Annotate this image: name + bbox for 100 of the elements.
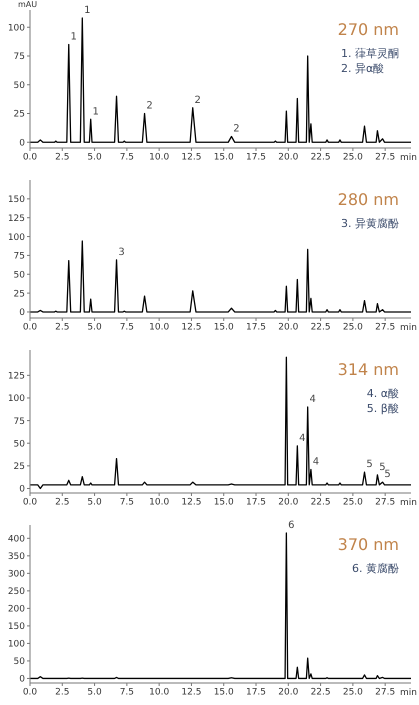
annotation: 4. α酸: [366, 386, 399, 401]
x-tick-label: 20.0: [278, 152, 299, 162]
y-tick-label: 25: [14, 289, 25, 300]
y-tick-label: 25: [14, 462, 25, 472]
x-tick-label: 12.5: [181, 322, 202, 332]
text: 370 nm: [338, 535, 399, 554]
y-tick-label: 400: [8, 534, 26, 545]
y-tick-label: 50: [14, 270, 26, 280]
x-tick-label: 7.5: [120, 497, 134, 508]
x-tick-label: 15.0: [214, 497, 234, 508]
x-tick-label: 10.0: [149, 322, 170, 332]
x-tick-label: 7.5: [120, 152, 134, 162]
y-tick-label: 0: [19, 674, 26, 685]
x-tick-label: 15.0: [214, 322, 234, 332]
x-tick-label: 10.0: [149, 497, 170, 508]
x-tick-label: 2.5: [55, 497, 70, 508]
y-tick-label: 125: [8, 214, 25, 224]
x-tick-label: 2.5: [55, 322, 70, 332]
annotation: 5: [366, 459, 373, 470]
x-tick-label: 27.5: [375, 687, 396, 698]
x-tick-label: 12.5: [181, 152, 202, 162]
annotation: 3: [118, 246, 125, 258]
x-tick-label: 25.0: [342, 497, 364, 508]
x-tick-label: 5.0: [87, 497, 102, 508]
annotation: 2. 异α酸: [341, 61, 386, 76]
y-tick-label: 0: [19, 484, 26, 495]
annotation: 2: [146, 100, 153, 112]
line-series: [30, 532, 411, 680]
line-series: [30, 240, 411, 313]
x-tick-label: 10.0: [149, 152, 170, 162]
x-tick-label: 17.5: [246, 497, 266, 508]
x-tick-label: 27.5: [375, 322, 396, 332]
x-axis-title: min: [400, 688, 417, 698]
x-tick-label: 0.0: [22, 152, 38, 162]
x-tick-label: 25.0: [342, 322, 364, 332]
x-axis-title: min: [400, 323, 417, 333]
x-tick-label: 5.0: [87, 152, 102, 162]
y-tick-label: 75: [14, 416, 25, 427]
annotation: 1: [92, 106, 99, 118]
x-axis-title: min: [400, 498, 417, 508]
annotation: 2: [233, 124, 240, 134]
x-tick-label: 20.0: [278, 322, 299, 332]
x-tick-label: 20.0: [278, 687, 299, 698]
y-tick-label: 25: [14, 110, 25, 120]
x-tick-label: 25.0: [342, 687, 364, 698]
x-tick-label: 12.5: [181, 497, 202, 508]
x-tick-label: 27.5: [375, 152, 396, 162]
annotation: 4: [299, 432, 306, 444]
x-tick-label: 27.5: [375, 497, 396, 508]
annotation: 5. β酸: [366, 401, 399, 416]
y-tick-label: 100: [8, 394, 26, 404]
y-tick-label: 50: [14, 80, 26, 91]
x-tick-label: 2.5: [55, 152, 70, 162]
x-tick-label: 0.0: [22, 322, 38, 332]
y-tick-label: 75: [14, 252, 25, 262]
x-tick-label: 15.0: [214, 152, 234, 162]
y-tick-label: 150: [8, 622, 26, 632]
y-axis-title: mAU: [18, 0, 38, 9]
y-tick-label: 50: [14, 439, 26, 450]
x-tick-label: 25.0: [342, 152, 364, 162]
x-tick-label: 10.0: [149, 687, 170, 698]
annotation: 1: [84, 5, 90, 16]
y-tick-label: 250: [8, 587, 26, 598]
annotation: 3. 异黄腐酚: [341, 216, 399, 231]
annotation: 4: [312, 456, 320, 468]
y-tick-label: 200: [8, 604, 26, 615]
annotation: 6: [288, 520, 295, 532]
x-tick-label: 17.5: [246, 322, 266, 332]
annotation: 1: [70, 32, 77, 42]
line-series: [30, 356, 411, 490]
x-tick-label: 7.5: [120, 687, 134, 698]
x-tick-label: 20.0: [278, 497, 299, 508]
annotation: 5: [384, 469, 391, 480]
text: 314 nm: [338, 360, 399, 379]
x-tick-label: 12.5: [181, 687, 202, 698]
x-tick-label: 22.5: [310, 152, 331, 162]
y-tick-label: 100: [8, 23, 26, 34]
annotation: 6. 黄腐酚: [352, 561, 399, 576]
x-tick-label: 0.0: [22, 687, 38, 698]
x-tick-label: 15.0: [214, 687, 234, 698]
y-tick-label: 100: [8, 640, 26, 650]
y-tick-label: 75: [14, 52, 25, 62]
x-tick-label: 17.5: [246, 152, 266, 162]
y-tick-label: 150: [8, 195, 26, 206]
y-tick-label: 125: [8, 372, 25, 382]
y-tick-label: 0: [19, 308, 26, 318]
y-tick-label: 300: [8, 570, 26, 580]
y-tick-label: 0: [19, 138, 26, 148]
text: 280 nm: [338, 190, 399, 209]
annotation: 5: [379, 462, 386, 473]
annotation: 2: [194, 94, 201, 106]
y-tick-label: 50: [14, 657, 26, 668]
x-tick-label: 22.5: [310, 687, 331, 698]
x-tick-label: 17.5: [246, 687, 266, 698]
line-series: [30, 17, 411, 143]
x-tick-label: 22.5: [310, 322, 331, 332]
annotation: 1. 葎草灵酮: [341, 46, 399, 61]
x-tick-label: 2.5: [55, 687, 70, 698]
x-axis-title: min: [400, 153, 417, 163]
x-tick-label: 0.0: [22, 497, 38, 508]
